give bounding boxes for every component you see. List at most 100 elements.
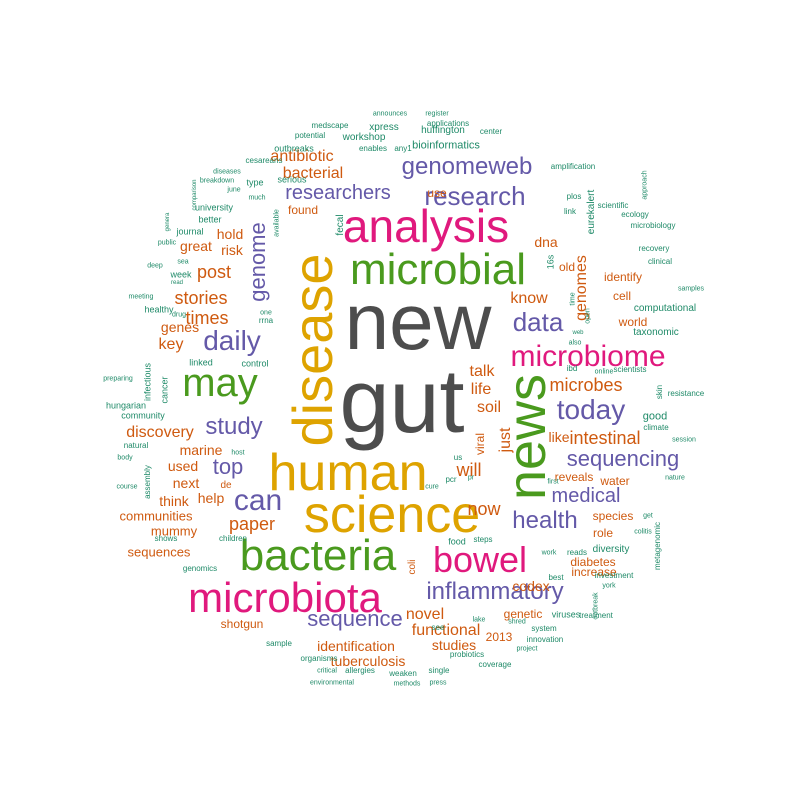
word-university: university (194, 202, 234, 213)
word-cell: cell (612, 289, 632, 303)
word-just: just (497, 427, 514, 453)
word-genetic: genetic (503, 607, 543, 621)
word-shotgun: shotgun (220, 617, 264, 631)
word-york: york (602, 582, 616, 590)
word-cesareans: cesareans (245, 156, 283, 165)
word-researchers: researchers (285, 182, 391, 204)
word-genera: genera (165, 212, 171, 232)
word-body: body (117, 454, 133, 462)
word-much: much (248, 194, 266, 202)
word-innovation: innovation (526, 635, 564, 644)
word-coverage: coverage (478, 660, 512, 669)
word-colitis: colitis (634, 528, 652, 536)
word-available: available (273, 209, 281, 237)
word-community: community (121, 410, 165, 421)
word-host: host (231, 449, 245, 457)
word-outbreak: outbreak (592, 592, 600, 620)
word-best: best (548, 573, 564, 582)
word-will: will (456, 460, 482, 480)
word-taxonomic: taxonomic (633, 327, 679, 338)
word-announces: announces (372, 110, 408, 118)
word-water: water (600, 474, 630, 488)
word-coli: coli (407, 559, 418, 575)
word-link: link (563, 207, 577, 216)
word-investment: investment (594, 571, 634, 580)
word-infectious: infectious (142, 362, 153, 402)
word-drug: drug (171, 311, 187, 319)
word-lake: lake (472, 616, 486, 624)
word-intestinal: intestinal (569, 428, 641, 448)
word-read: read (170, 280, 184, 286)
word-found: found (287, 203, 319, 217)
word-public: public (157, 239, 177, 247)
word-recovery: recovery (638, 244, 670, 253)
word-daily: daily (203, 325, 261, 356)
word-microbiome: microbiome (510, 340, 666, 373)
word-dna: dna (534, 234, 558, 250)
word-codex: codex (512, 578, 550, 594)
word-hungarian: hungarian (105, 400, 147, 411)
word-today: today (556, 394, 626, 425)
word-research: research (424, 181, 526, 211)
word-scientific: scientific (597, 201, 629, 210)
word-now: now (467, 499, 501, 519)
word-microbes: microbes (549, 375, 623, 395)
word-mummy: mummy (150, 523, 198, 539)
word-us: us (453, 453, 463, 462)
word-samples: samples (677, 285, 705, 293)
word-xpress: xpress (369, 122, 399, 133)
word-life: life (470, 381, 492, 398)
word-steps: steps (473, 535, 493, 544)
word-viruses: viruses (551, 609, 581, 620)
word-press: press (429, 679, 447, 687)
word-used: used (167, 458, 199, 474)
word-breakdown: breakdown (199, 177, 235, 185)
word-organisms: organisms (300, 654, 338, 663)
word-june: june (227, 186, 241, 194)
word-can: can (233, 484, 283, 517)
word-potential: potential (294, 131, 326, 140)
word-de: de (220, 480, 232, 491)
word-metagenomic: metagenomic (653, 521, 662, 571)
word-microbial: microbial (349, 245, 527, 294)
word-times: times (185, 308, 229, 328)
word-get: get (643, 512, 653, 520)
word-human: human (268, 444, 428, 502)
word-inflammatory: inflammatory (426, 578, 564, 605)
word-post: post (196, 262, 232, 282)
word-system: system (531, 624, 557, 633)
word-web: web (572, 330, 584, 336)
word-health: health (512, 507, 578, 534)
word-use: use (427, 186, 447, 200)
word-species: species (592, 509, 634, 523)
word-fecal: fecal (335, 214, 346, 236)
word-skin: skin (655, 384, 664, 400)
word-key: key (158, 336, 184, 353)
word-microbiology: microbiology (630, 221, 676, 230)
word-critical: critical (317, 667, 337, 675)
word-novel: novel (405, 606, 445, 623)
word-comparison: comparison (192, 179, 198, 211)
word-probiotics: probiotics (449, 650, 485, 659)
word-climate: climate (643, 423, 669, 432)
word-think: think (159, 493, 189, 509)
word-reveals: reveals (554, 470, 594, 484)
word-increase: increase (571, 565, 617, 579)
word-preparing: preparing (103, 375, 133, 383)
word-great: great (180, 238, 212, 254)
word-see: see (431, 623, 445, 632)
word-workshop: workshop (342, 132, 386, 143)
word-ecology: ecology (621, 210, 649, 219)
word-sample: sample (266, 639, 292, 648)
word-journal: journal (176, 226, 204, 237)
word-deep: deep (147, 262, 163, 270)
word-antibiotic: antibiotic (270, 148, 334, 165)
word-food: food (448, 536, 466, 547)
word-diseases: diseases (213, 168, 241, 176)
word-control: control (241, 358, 269, 369)
word-week: week (170, 269, 192, 280)
word-amplification: amplification (550, 162, 596, 171)
word-single: single (428, 666, 450, 675)
word-genomics: genomics (182, 564, 218, 573)
word-like: like (548, 429, 570, 445)
